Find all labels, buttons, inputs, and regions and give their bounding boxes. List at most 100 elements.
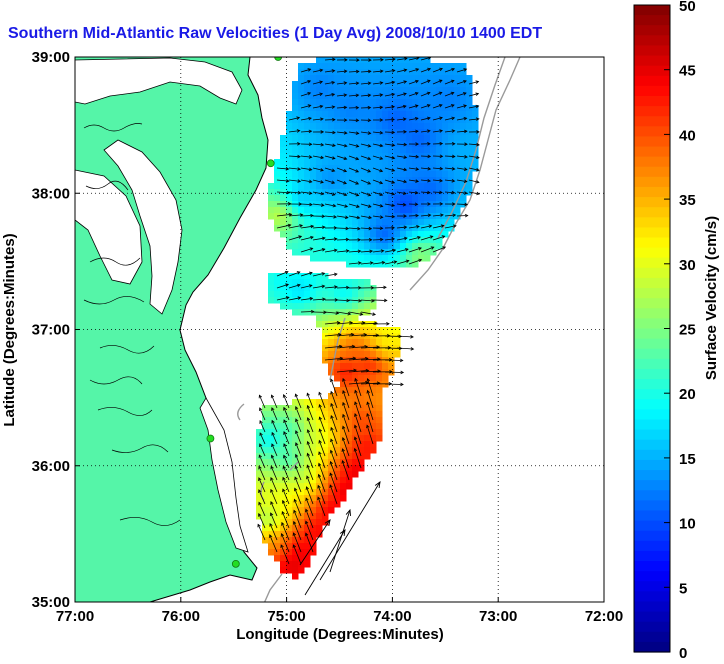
velocity-cell xyxy=(340,477,347,484)
velocity-cell xyxy=(382,375,389,382)
velocity-cell xyxy=(334,219,341,226)
velocity-cell xyxy=(280,291,287,298)
velocity-arrow xyxy=(337,287,349,288)
velocity-cell xyxy=(388,351,395,358)
velocity-cell xyxy=(394,207,401,214)
velocity-cell xyxy=(322,279,329,286)
velocity-cell xyxy=(322,231,329,238)
velocity-cell xyxy=(430,87,437,94)
velocity-cell xyxy=(358,339,365,346)
velocity-cell xyxy=(322,195,329,202)
velocity-cell xyxy=(310,441,317,448)
velocity-cell xyxy=(340,369,347,376)
velocity-cell xyxy=(388,99,395,106)
velocity-cell xyxy=(268,183,275,190)
velocity-cell xyxy=(358,219,365,226)
velocity-cell xyxy=(364,351,371,358)
velocity-cell xyxy=(376,159,383,166)
velocity-cell xyxy=(358,393,365,400)
velocity-cell xyxy=(274,525,281,532)
colorbar-swatch xyxy=(634,258,670,269)
velocity-cell xyxy=(400,231,407,238)
velocity-cell xyxy=(346,99,353,106)
colorbar-swatch xyxy=(634,45,670,56)
velocity-cell xyxy=(268,291,275,298)
velocity-cell xyxy=(370,183,377,190)
velocity-cell xyxy=(358,405,365,412)
velocity-cell xyxy=(322,111,329,118)
velocity-cell xyxy=(472,111,479,118)
velocity-cell xyxy=(430,75,437,82)
velocity-cell xyxy=(328,123,335,130)
x-tick-label: 72:00 xyxy=(585,608,623,625)
velocity-cell xyxy=(376,339,383,346)
velocity-cell xyxy=(364,261,371,268)
velocity-cell xyxy=(328,207,335,214)
velocity-cell xyxy=(334,159,341,166)
velocity-cell xyxy=(268,279,275,286)
velocity-cell xyxy=(274,171,281,178)
velocity-cell xyxy=(394,99,401,106)
velocity-cell xyxy=(316,315,323,322)
velocity-cell xyxy=(364,309,371,316)
velocity-cell xyxy=(430,135,437,142)
velocity-cell xyxy=(328,303,335,310)
velocity-cell xyxy=(466,183,473,190)
velocity-cell xyxy=(310,63,317,70)
velocity-cell xyxy=(334,243,341,250)
velocity-cell xyxy=(382,219,389,226)
velocity-cell xyxy=(394,159,401,166)
velocity-cell xyxy=(310,525,317,532)
velocity-cell xyxy=(316,519,323,526)
colorbar-swatch xyxy=(634,500,670,511)
colorbar-swatch xyxy=(634,460,670,471)
velocity-cell xyxy=(388,363,395,370)
velocity-cell xyxy=(352,261,359,268)
velocity-cell xyxy=(346,255,353,262)
velocity-cell xyxy=(340,333,347,340)
velocity-cell xyxy=(442,195,449,202)
velocity-cell xyxy=(340,279,347,286)
velocity-cell xyxy=(352,207,359,214)
velocity-cell xyxy=(292,171,299,178)
velocity-cell xyxy=(412,183,419,190)
velocity-cell xyxy=(316,291,323,298)
velocity-cell xyxy=(376,429,383,436)
velocity-cell xyxy=(274,489,281,496)
velocity-cell xyxy=(316,171,323,178)
velocity-cell xyxy=(442,147,449,154)
velocity-cell xyxy=(418,159,425,166)
velocity-cell xyxy=(370,147,377,154)
velocity-cell xyxy=(346,315,353,322)
velocity-cell xyxy=(346,87,353,94)
colorbar-tick-label: 5 xyxy=(679,580,687,597)
velocity-cell xyxy=(388,135,395,142)
velocity-cell xyxy=(376,207,383,214)
colorbar-swatch xyxy=(634,35,670,46)
velocity-cell xyxy=(412,207,419,214)
velocity-cell xyxy=(376,171,383,178)
velocity-cell xyxy=(304,99,311,106)
colorbar-swatch xyxy=(634,227,670,238)
velocity-cell xyxy=(328,345,335,352)
velocity-cell xyxy=(274,183,281,190)
velocity-cell xyxy=(316,219,323,226)
velocity-cell xyxy=(340,195,347,202)
colorbar-swatch xyxy=(634,86,670,97)
velocity-cell xyxy=(430,159,437,166)
velocity-cell xyxy=(334,315,341,322)
velocity-cell xyxy=(322,291,329,298)
velocity-cell xyxy=(346,429,353,436)
velocity-cell xyxy=(376,393,383,400)
velocity-cell xyxy=(388,201,395,208)
velocity-cell xyxy=(328,285,335,292)
velocity-cell xyxy=(316,321,323,328)
velocity-cell xyxy=(334,429,341,436)
velocity-cell xyxy=(310,477,317,484)
velocity-cell xyxy=(424,183,431,190)
velocity-cell xyxy=(364,75,371,82)
velocity-cell xyxy=(328,255,335,262)
velocity-cell xyxy=(340,243,347,250)
velocity-cell xyxy=(322,315,329,322)
velocity-cell xyxy=(322,63,329,70)
